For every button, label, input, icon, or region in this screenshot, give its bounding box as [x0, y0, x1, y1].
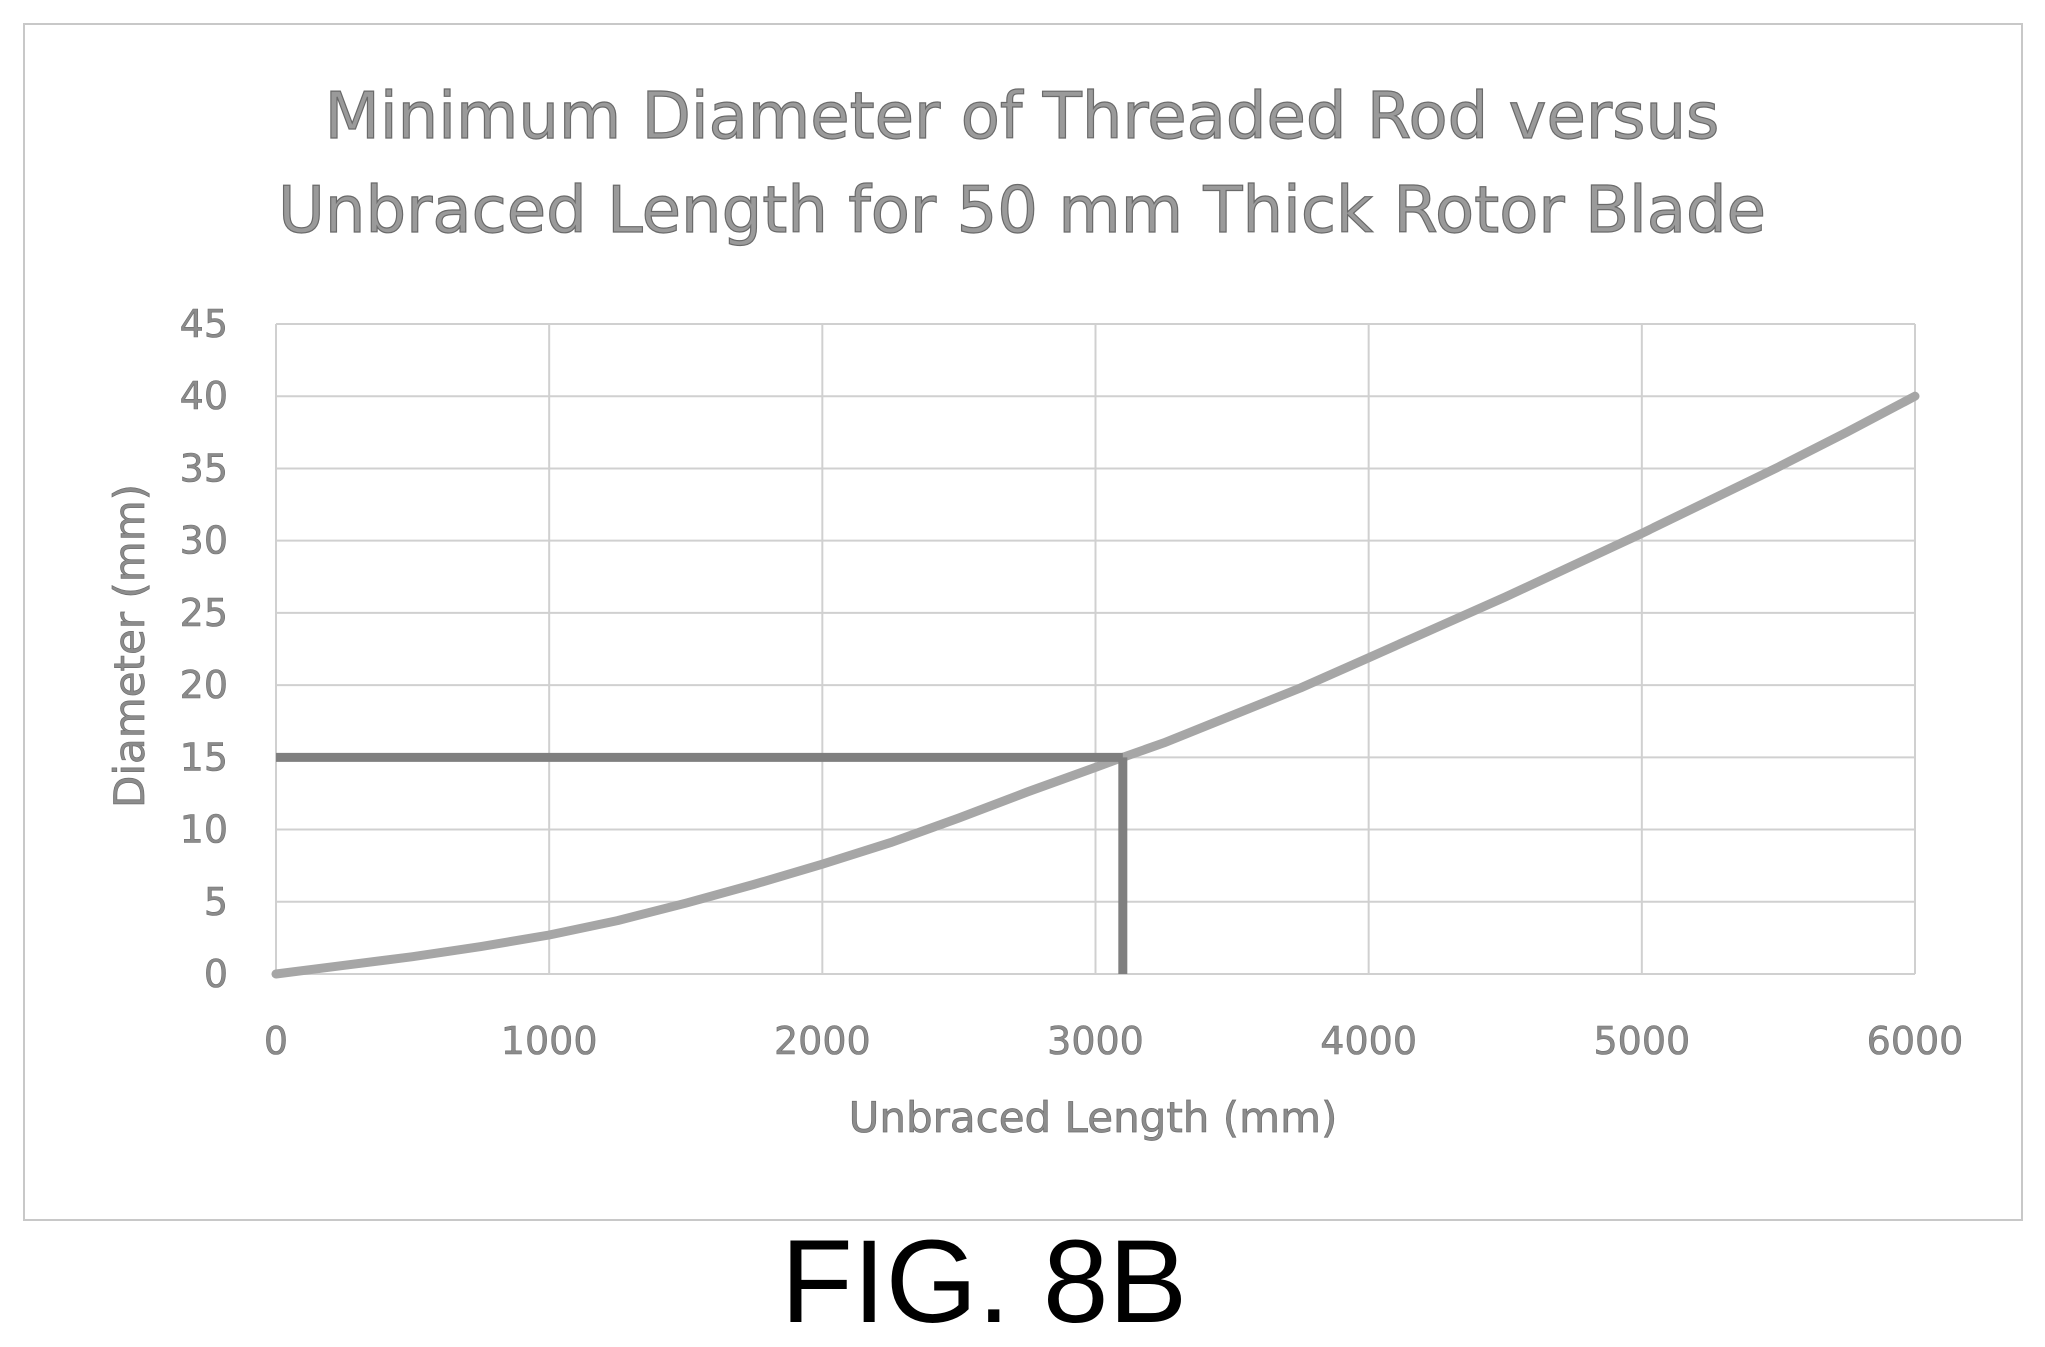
y-tick-labels: 0 5 10 15 20 25 30 35 40 45	[179, 302, 228, 997]
series-group	[271, 391, 1920, 979]
x-axis-label: Unbraced Length (mm)	[849, 1093, 1338, 1142]
y-tick-label: 10	[180, 808, 228, 852]
y-tick-label: 40	[180, 374, 228, 418]
y-tick-label: 45	[180, 302, 228, 346]
y-tick-label: 20	[180, 663, 228, 707]
y-tick-label: 0	[204, 952, 228, 996]
chart-title-line-2: Unbraced Length for 50 mm Thick Rotor Bl…	[278, 174, 1766, 248]
x-tick-labels: 0 1000 2000 3000 4000 5000 6000	[264, 1019, 1964, 1064]
chart-frame	[23, 23, 2023, 1221]
chart-title-line-1: Minimum Diameter of Threaded Rod versus	[325, 80, 1720, 154]
gridlines	[275, 323, 1916, 975]
x-tick-label: 5000	[1593, 1019, 1690, 1063]
y-axis-label: Diameter (mm)	[105, 484, 154, 808]
x-tick-label: 6000	[1867, 1019, 1964, 1063]
x-tick-label: 3000	[1047, 1019, 1144, 1063]
annotation-lines	[276, 752, 1128, 974]
y-tick-label: 25	[180, 591, 228, 635]
x-tick-label: 1000	[501, 1019, 598, 1063]
x-tick-label: 2000	[774, 1019, 871, 1063]
y-tick-label: 35	[180, 446, 228, 490]
y-tick-label: 30	[180, 519, 228, 563]
x-tick-label: 0	[264, 1019, 288, 1063]
figure-label: FIG. 8B	[781, 1216, 1188, 1347]
y-tick-label: 15	[180, 735, 228, 779]
series-line-0	[271, 391, 1920, 979]
y-tick-label: 5	[204, 880, 228, 924]
x-tick-label: 4000	[1320, 1019, 1417, 1063]
